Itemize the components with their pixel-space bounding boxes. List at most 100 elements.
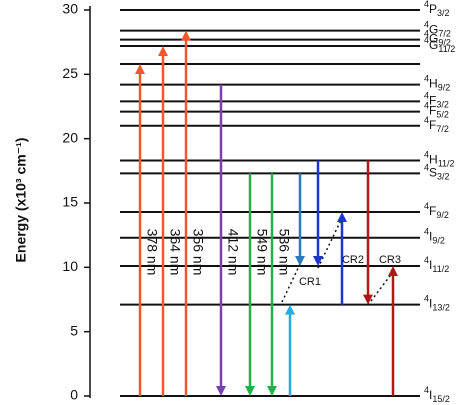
- level-label: 4G9/2: [424, 29, 451, 48]
- level-sup: 4: [424, 20, 429, 30]
- level-sub: 11/2: [438, 159, 455, 169]
- transition-arrow: [285, 304, 295, 396]
- level-sup: 4: [424, 255, 429, 265]
- level-term: G: [429, 38, 438, 52]
- level-sub: 15/2: [432, 394, 450, 404]
- arrow-head: [158, 46, 168, 57]
- level-label: 4F9/2: [424, 201, 449, 220]
- level-sub: 9/2: [436, 210, 449, 220]
- arrow-head: [216, 386, 226, 396]
- level-term: G: [429, 23, 438, 37]
- level-term: F: [429, 204, 436, 218]
- level-label: 4F5/2: [424, 101, 449, 120]
- level-label: 4S3/2: [424, 163, 450, 182]
- level-sup: 4: [424, 115, 429, 125]
- level-label: 4I9/2: [424, 227, 445, 246]
- level-term: I: [429, 230, 432, 244]
- transition-label: 412 nm: [225, 229, 241, 276]
- level-label: 4G11/2: [424, 35, 455, 54]
- arrow-head: [267, 386, 277, 396]
- y-tick-label: 25: [62, 65, 78, 81]
- level-sup: 4: [424, 385, 429, 395]
- level-term: H: [429, 77, 438, 91]
- level-term: P: [429, 2, 437, 16]
- level-label: 4F3/2: [424, 91, 449, 110]
- level-label: 4I11/2: [424, 255, 449, 274]
- transition-arrow: [337, 212, 347, 305]
- level-sub: 9/2: [432, 236, 445, 246]
- level-term: I: [429, 388, 432, 402]
- level-sup: 4: [424, 201, 429, 211]
- level-sub: 9/2: [438, 83, 451, 93]
- y-tick-label: 10: [62, 258, 78, 274]
- level-sup: 4: [424, 0, 429, 9]
- level-sub: 3/2: [437, 8, 450, 18]
- level-term: F: [429, 94, 436, 108]
- transition-arrow: [388, 266, 398, 396]
- process-label: CR2: [342, 254, 364, 266]
- level-sub: 9/2: [438, 38, 451, 48]
- transition-arrow: [313, 160, 323, 267]
- level-label: 4I15/2: [424, 385, 450, 404]
- level-term: I: [429, 297, 432, 311]
- level-term: H: [429, 153, 438, 167]
- cr-links: [281, 217, 394, 306]
- level-sub: 11/2: [438, 44, 455, 54]
- y-axis-label: Energy (x10³ cm⁻¹): [13, 138, 29, 263]
- cr-link: [317, 217, 343, 269]
- level-sub: 13/2: [432, 303, 450, 313]
- level-sup: 4: [424, 74, 429, 84]
- arrow-head: [245, 386, 255, 396]
- transition-arrow: [363, 160, 373, 305]
- level-label: 4P3/2: [424, 0, 450, 18]
- transition-arrow: [245, 173, 255, 396]
- level-label: 4F7/2: [424, 115, 449, 134]
- level-term: I: [429, 258, 432, 272]
- level-sub: 3/2: [437, 172, 450, 182]
- arrow-head: [313, 256, 323, 267]
- process-label: CR3: [379, 254, 401, 266]
- transition-arrow: [158, 46, 168, 396]
- arrow-head: [135, 64, 145, 75]
- arrow-head: [337, 212, 347, 223]
- arrow-head: [285, 304, 295, 315]
- transition-arrow: [295, 173, 305, 267]
- y-tick-label: 0: [70, 387, 78, 403]
- y-tick-label: 5: [70, 322, 78, 338]
- level-sup: 4: [424, 150, 429, 160]
- level-sup: 4: [424, 101, 429, 111]
- level-label: 4I13/2: [424, 294, 450, 313]
- level-sub: 3/2: [436, 100, 449, 110]
- level-term: F: [429, 104, 436, 118]
- transition-label: 378 nm: [144, 229, 160, 276]
- transition-arrow: [181, 30, 191, 396]
- arrow-head: [363, 294, 373, 305]
- process-label: CR1: [299, 276, 321, 288]
- level-term: S: [429, 166, 437, 180]
- transition-label: 536 nm: [276, 229, 292, 276]
- arrow-head: [388, 266, 398, 277]
- arrow-head: [181, 30, 191, 41]
- y-tick-label: 15: [62, 194, 78, 210]
- level-sup: 4: [424, 227, 429, 237]
- transition-arrow: [216, 84, 226, 396]
- cr-link: [367, 271, 394, 306]
- level-sup: 4: [424, 294, 429, 304]
- transition-label: 549 nm: [254, 229, 270, 276]
- y-tick-label: 20: [62, 129, 78, 145]
- level-sub: 7/2: [436, 124, 449, 134]
- level-sup: 4: [424, 29, 429, 39]
- level-sup: 4: [424, 35, 429, 45]
- cr-link: [281, 261, 302, 303]
- y-tick-label: 30: [62, 1, 78, 17]
- transition-label: 364 nm: [167, 229, 183, 276]
- level-label: 4H11/2: [424, 150, 455, 169]
- level-sub: 5/2: [436, 110, 449, 120]
- transition-arrow: [135, 64, 145, 396]
- transition-label: 356 nm: [190, 229, 206, 276]
- transition-arrow: [267, 173, 277, 396]
- level-label: 4H9/2: [424, 74, 450, 93]
- level-sup: 4: [424, 163, 429, 173]
- level-sub: 11/2: [432, 264, 449, 274]
